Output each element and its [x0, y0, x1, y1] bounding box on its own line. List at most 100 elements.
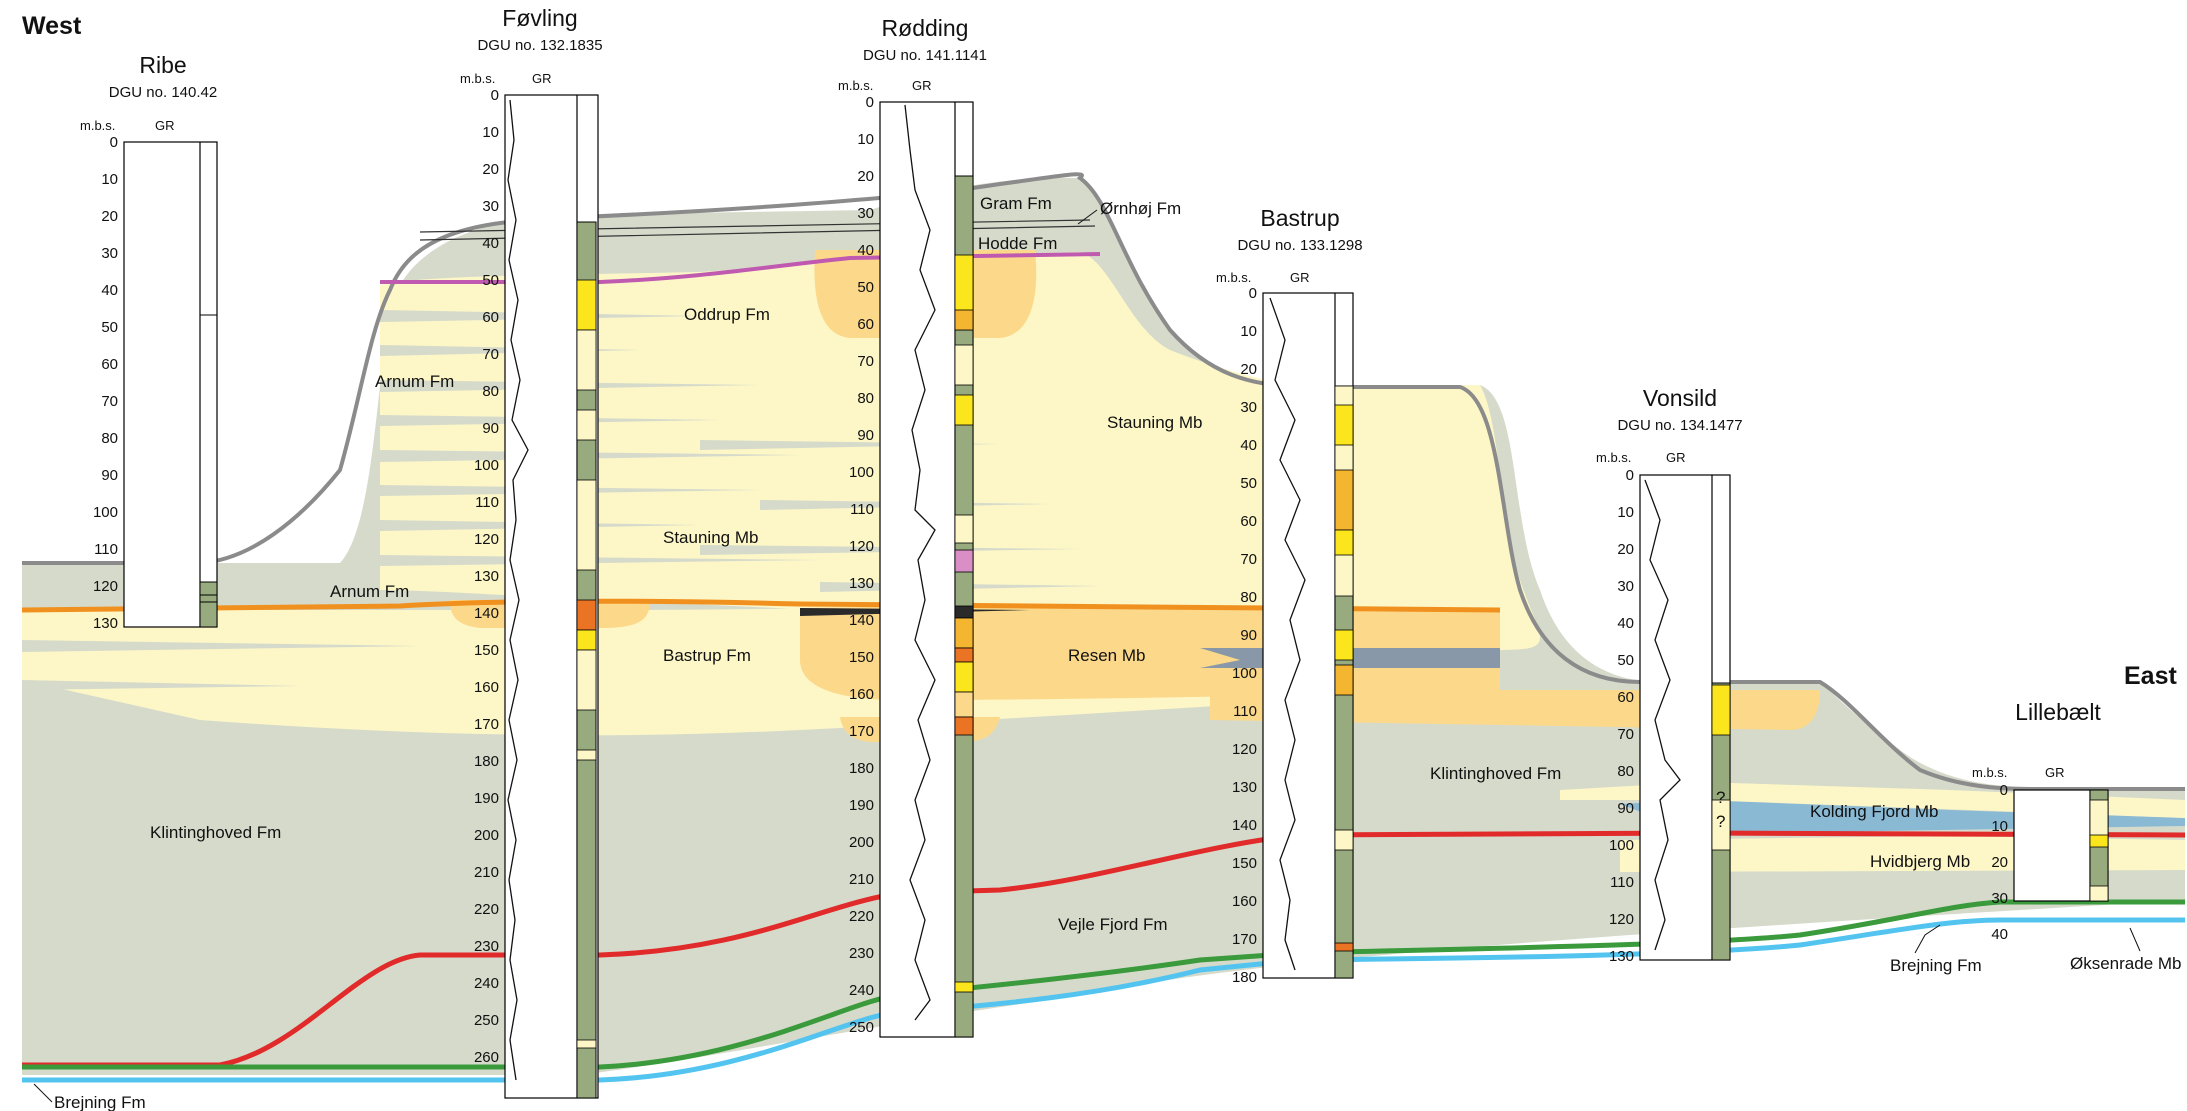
depth-tick-label: 110 — [1610, 874, 1634, 891]
depth-tick-label: 40 — [1240, 437, 1257, 454]
well-dgu-ribe: DGU no. 140.42 — [109, 84, 217, 101]
depth-tick-label: 70 — [482, 346, 499, 363]
depth-header-lillebaelt: m.b.s. — [1972, 765, 2007, 780]
depth-tick-label: 130 — [93, 615, 118, 632]
depth-ticks-lillebaelt: 0 10 20 30 40 — [1991, 782, 2008, 943]
gamma-ray-curves — [507, 99, 1681, 1081]
depth-tick-label: 90 — [1240, 627, 1257, 644]
depth-tick-label: 50 — [101, 319, 118, 336]
depth-tick-label: 20 — [101, 208, 118, 225]
gr-header-roedding: GR — [912, 78, 932, 93]
depth-tick-label: 60 — [101, 356, 118, 373]
well-lillebaelt — [2013, 789, 2109, 902]
depth-tick-label: 60 — [857, 316, 874, 333]
gr-header-vonsild: GR — [1666, 450, 1686, 465]
depth-tick-label: 70 — [1617, 726, 1634, 743]
depth-tick-label: 10 — [482, 124, 499, 141]
depth-tick-label: 240 — [474, 975, 499, 992]
gr-header-bastrup: GR — [1290, 270, 1310, 285]
depth-tick-label: 60 — [1240, 513, 1257, 530]
depth-tick-label: 160 — [849, 686, 874, 703]
depth-tick-label: 50 — [1617, 652, 1634, 669]
label-gram-fm: Gram Fm — [980, 194, 1052, 213]
depth-tick-label: 60 — [482, 309, 499, 326]
depth-tick-label: 90 — [857, 427, 874, 444]
depth-tick-label: 60 — [1617, 689, 1634, 706]
depth-tick-label: 140 — [474, 605, 499, 622]
depth-tick-label: 230 — [474, 938, 499, 955]
depth-tick-label: 170 — [849, 723, 874, 740]
brejning-west-leader — [33, 1083, 53, 1103]
depth-header-roedding: m.b.s. — [838, 78, 873, 93]
depth-tick-label: 100 — [849, 464, 874, 481]
depth-tick-label: 20 — [857, 168, 874, 185]
depth-tick-label: 20 — [1991, 854, 2008, 871]
depth-tick-label: 120 — [474, 531, 499, 548]
depth-tick-label: 70 — [1240, 551, 1257, 568]
depth-tick-label: 80 — [482, 383, 499, 400]
depth-header-foevling: m.b.s. — [460, 71, 495, 86]
depth-tick-label: 10 — [1991, 818, 2008, 835]
depth-header-bastrup: m.b.s. — [1216, 270, 1251, 285]
depth-tick-label: 130 — [1232, 779, 1257, 796]
depth-tick-label: 70 — [101, 393, 118, 410]
depth-tick-label: 90 — [482, 420, 499, 437]
depth-tick-label: 10 — [101, 171, 118, 188]
depth-tick-label: 10 — [857, 131, 874, 148]
depth-tick-label: 10 — [1240, 323, 1257, 340]
label-arnum-fm-lower: Arnum Fm — [330, 582, 409, 601]
depth-tick-label: 250 — [474, 1012, 499, 1029]
depth-tick-label: 0 — [2000, 782, 2008, 799]
depth-tick-label: 70 — [857, 353, 874, 370]
well-dgu-foevling: DGU no. 132.1835 — [477, 37, 602, 54]
well-name-bastrup: Bastrup — [1260, 205, 1339, 231]
depth-tick-label: 90 — [1617, 800, 1634, 817]
depth-tick-label: 180 — [474, 753, 499, 770]
depth-tick-label: 80 — [1617, 763, 1634, 780]
depth-tick-label: 200 — [474, 827, 499, 844]
west-label: West — [22, 12, 82, 40]
vejle-fjord-surface — [22, 830, 2186, 1068]
depth-tick-label: 30 — [857, 205, 874, 222]
depth-tick-label: 120 — [1232, 741, 1257, 758]
depth-ticks-foevling: 0 10 20 30 40 50 60 70 80 90 100 110 120… — [474, 87, 499, 1066]
depth-tick-label: 0 — [1249, 285, 1257, 302]
depth-tick-label: 120 — [849, 538, 874, 555]
depth-tick-label: 0 — [866, 94, 874, 111]
depth-tick-label: 180 — [1232, 969, 1257, 986]
depth-tick-label: 120 — [1609, 911, 1634, 928]
depth-header-ribe: m.b.s. — [80, 118, 115, 133]
well-name-lillebaelt: Lillebælt — [2015, 699, 2101, 725]
depth-tick-label: 210 — [474, 864, 499, 881]
depth-tick-label: 0 — [1626, 467, 1634, 484]
well-name-ribe: Ribe — [139, 52, 186, 78]
depth-tick-label: 120 — [93, 578, 118, 595]
depth-tick-label: 100 — [1232, 665, 1257, 682]
well-headers: Ribe DGU no. 140.42 m.b.s. GR Føvling DG… — [80, 5, 2101, 780]
depth-tick-label: 110 — [850, 501, 874, 518]
well-dgu-bastrup: DGU no. 133.1298 — [1237, 237, 1362, 254]
depth-ticks-ribe: 0 10 20 30 40 50 60 70 80 90 100 110 120… — [93, 134, 118, 632]
oddrup-base-surface — [380, 252, 1101, 284]
label-resen-mb: Resen Mb — [1068, 646, 1145, 665]
depth-tick-label: 170 — [1232, 931, 1257, 948]
depth-tick-label: 130 — [474, 568, 499, 585]
depth-tick-label: 200 — [849, 834, 874, 851]
depth-tick-label: 50 — [482, 272, 499, 289]
top-surface — [22, 172, 2185, 791]
depth-tick-label: 250 — [849, 1019, 874, 1036]
depth-tick-label: 220 — [849, 908, 874, 925]
label-kolding-fjord-mb: Kolding Fjord Mb — [1810, 802, 1939, 821]
depth-tick-label: 40 — [101, 282, 118, 299]
well-name-foevling: Føvling — [502, 5, 577, 31]
label-oeksenrade-mb: Øksenrade Mb — [2070, 954, 2182, 973]
depth-tick-label: 160 — [474, 679, 499, 696]
depth-tick-label: 230 — [849, 945, 874, 962]
well-dgu-roedding: DGU no. 141.1141 — [863, 47, 987, 64]
well-roedding — [879, 101, 974, 1038]
depth-tick-label: 160 — [1232, 893, 1257, 910]
depth-tick-label: 260 — [474, 1049, 499, 1066]
depth-tick-label: 40 — [1617, 615, 1634, 632]
uncertain-mark-1: ? — [1716, 788, 1725, 807]
